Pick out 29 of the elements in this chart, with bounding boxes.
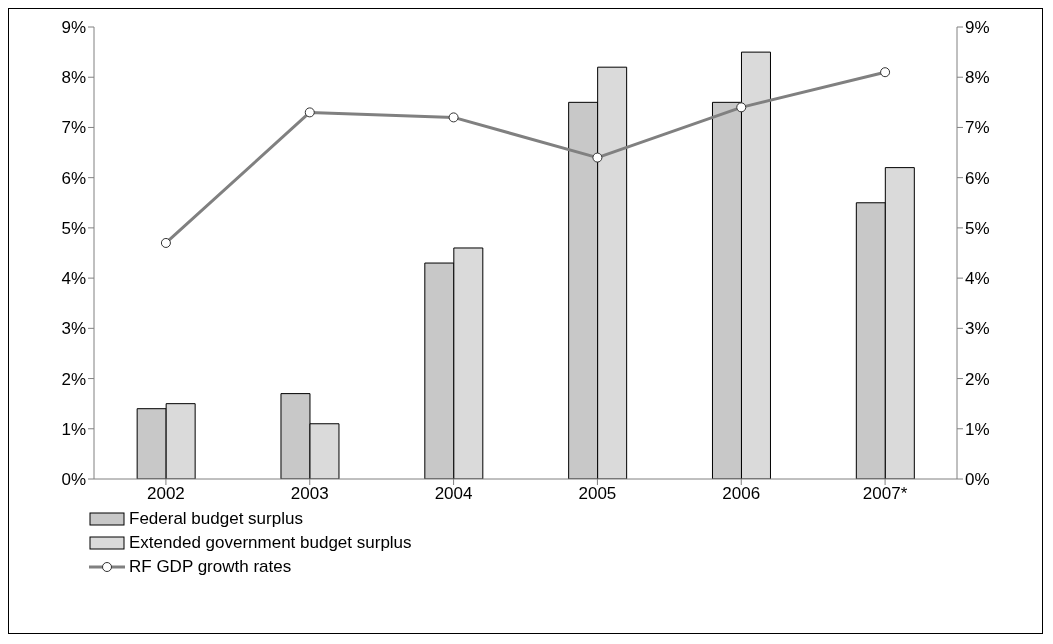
y-tick-label: 0% xyxy=(61,470,86,490)
y2-tick-label: 5% xyxy=(965,218,990,238)
y2-tick-label: 7% xyxy=(965,118,990,138)
x-tick-label: 2003 xyxy=(290,484,329,504)
y-tick-label: 6% xyxy=(61,168,86,188)
y2-tick-label: 6% xyxy=(965,168,990,188)
y2-tick-label: 0% xyxy=(965,470,990,490)
y-tick-label: 7% xyxy=(61,118,86,138)
y2-tick-label: 4% xyxy=(965,269,990,289)
y2-tick-label: 8% xyxy=(965,68,990,88)
x-tick-label: 2006 xyxy=(722,484,761,504)
legend-label: Extended government budget surplus xyxy=(129,533,412,553)
y-tick-label: 9% xyxy=(61,18,86,38)
legend-label: RF GDP growth rates xyxy=(129,557,292,577)
y2-tick-label: 2% xyxy=(965,369,990,389)
legend-label: Federal budget surplus xyxy=(129,509,303,529)
y2-tick-label: 3% xyxy=(965,319,990,339)
x-tick-label: 2007* xyxy=(862,484,908,504)
x-tick-label: 2004 xyxy=(434,484,473,504)
x-tick-label: 2002 xyxy=(147,484,185,504)
y-tick-label: 5% xyxy=(61,218,86,238)
x-tick-label: 2005 xyxy=(578,484,617,504)
y-tick-label: 3% xyxy=(61,319,86,339)
y2-tick-label: 9% xyxy=(965,18,990,38)
y-tick-label: 2% xyxy=(61,369,86,389)
y-tick-label: 8% xyxy=(61,68,86,88)
y-tick-label: 4% xyxy=(61,269,86,289)
y2-tick-label: 1% xyxy=(965,419,990,439)
y-tick-label: 1% xyxy=(61,419,86,439)
